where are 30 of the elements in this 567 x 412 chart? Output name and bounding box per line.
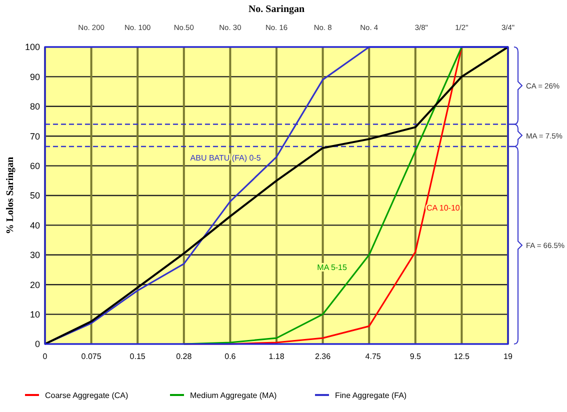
- x-tick-label: 0.075: [81, 352, 102, 361]
- legend-label: Medium Aggregate (MA): [190, 391, 278, 400]
- y-tick-label: 0: [34, 339, 40, 350]
- y-tick-label: 30: [30, 250, 40, 260]
- y-tick-label: 60: [30, 160, 40, 171]
- legend-label: Fine Aggregate (FA): [335, 391, 407, 400]
- x-tick-label: 2.36: [315, 352, 332, 361]
- chart-title: No. Saringan: [248, 4, 305, 15]
- annotation: ABU BATU (FA) 0-5: [190, 153, 262, 162]
- legend-label: Coarse Aggregate (CA): [45, 391, 128, 400]
- x-tick-label: 12.5: [454, 352, 470, 361]
- y-tick-label: 50: [30, 190, 40, 201]
- x-tick-label: 0.6: [224, 352, 236, 361]
- x-tick-label: 0.28: [176, 352, 192, 361]
- y-tick-label: 80: [30, 102, 40, 112]
- x-tick-label: 0: [42, 352, 48, 361]
- y-axis-title: % Lolos Saringan: [5, 156, 16, 234]
- y-tick-label: 10: [30, 309, 40, 320]
- x-tick-label: 9.5: [410, 352, 422, 361]
- x-tick-label: 1.18: [268, 352, 285, 361]
- y-tick-label: 100: [24, 42, 40, 52]
- x-tick-label: 0.15: [130, 352, 146, 361]
- y-tick-label: 20: [30, 280, 40, 290]
- x-tick-label: 4.75: [365, 352, 382, 361]
- y-tick-label: 40: [30, 220, 40, 230]
- x-tick-label: 19: [504, 352, 513, 361]
- y-tick-label: 90: [30, 72, 40, 82]
- y-tick-label: 70: [30, 131, 40, 142]
- annotation: CA 10-10: [426, 203, 460, 212]
- annotation: MA 5-15: [317, 262, 348, 272]
